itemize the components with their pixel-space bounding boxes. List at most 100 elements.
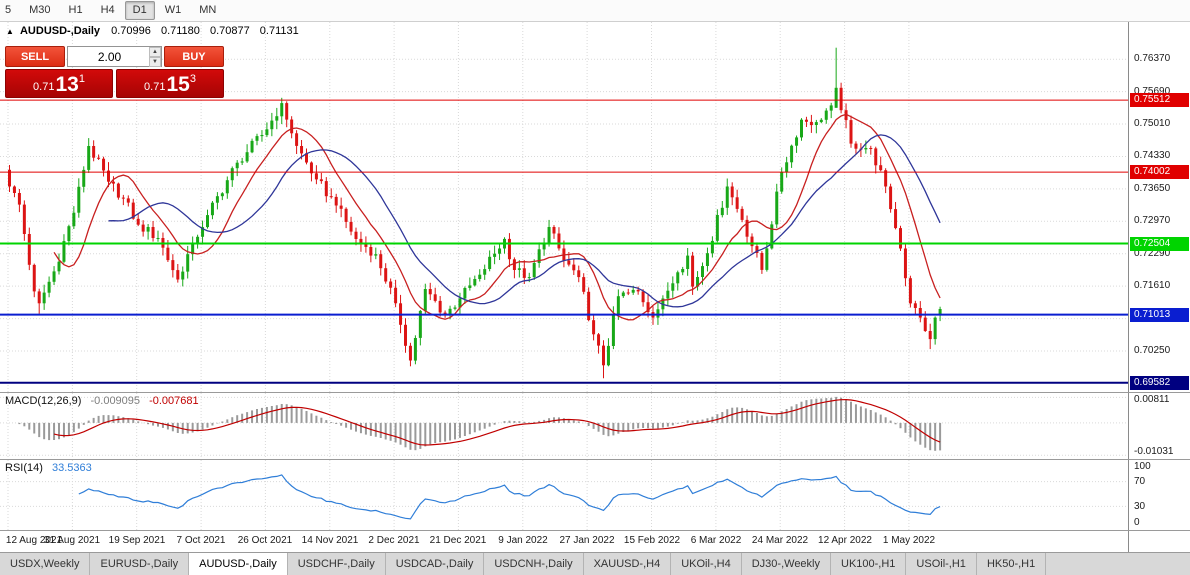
price-tick: 0.71610 xyxy=(1134,280,1171,291)
macd-label: MACD(12,26,9) xyxy=(5,395,82,407)
date-tick: 12 Apr 2022 xyxy=(818,535,872,546)
chart-tab[interactable]: UKOil-,H4 xyxy=(671,553,742,575)
timeframe-button-H4[interactable]: H4 xyxy=(100,4,115,16)
rsi-axis-tick: 30 xyxy=(1134,501,1146,512)
ask-price-pipette: 3 xyxy=(189,73,196,85)
timeframe-button-W1[interactable]: W1 xyxy=(164,4,182,16)
date-tick: 21 Dec 2021 xyxy=(429,535,487,546)
chart-tab[interactable]: USDX,Weekly xyxy=(0,553,91,575)
rsi-value: 33.5363 xyxy=(51,462,92,474)
pane-splitter[interactable] xyxy=(0,459,1190,460)
date-tick: 9 Jan 2022 xyxy=(498,535,548,546)
macd-signal-value: -0.007681 xyxy=(149,395,199,407)
timeframe-buttons: 5 M30 H1 H4 D1 W1 MN xyxy=(1,1,224,20)
volume-field[interactable]: ▲ ▼ xyxy=(67,46,162,67)
price-tick: 0.73650 xyxy=(1134,183,1171,194)
macd-axis-tick: 0.00811 xyxy=(1134,394,1170,405)
one-click-trading-panel: SELL ▲ ▼ BUY 0.71 13 1 xyxy=(5,46,224,98)
chart-title: ▲ AUDUSD-,Daily 0.70996 0.71180 0.70877 … xyxy=(6,25,306,37)
time-axis-pane: 12 Aug 2021 31 Aug 2021 19 Sep 2021 7 Oct 2… xyxy=(0,531,1190,552)
rsi-plot[interactable]: RSI(14) 33.5363 xyxy=(0,460,1129,530)
date-tick: 14 Nov 2021 xyxy=(301,535,359,546)
rsi-axis-tick: 0 xyxy=(1134,517,1140,528)
macd-axis-tick: -0.01031 xyxy=(1134,446,1174,457)
date-tick: 6 Mar 2022 xyxy=(690,535,742,546)
chart-symbol-label: AUDUSD-,Daily xyxy=(19,25,101,37)
date-tick: 27 Jan 2022 xyxy=(559,535,615,546)
rsi-chart xyxy=(0,460,1128,530)
rsi-label: RSI(14) xyxy=(5,462,43,474)
ask-price-prefix: 0.71 xyxy=(144,81,166,93)
price-chart-plot[interactable]: ▲ AUDUSD-,Daily 0.70996 0.71180 0.70877 … xyxy=(0,22,1129,392)
chart-tab[interactable]: XAUUSD-,H4 xyxy=(584,553,672,575)
rsi-axis-tick: 100 xyxy=(1134,461,1151,472)
chart-tab[interactable]: EURUSD-,Daily xyxy=(90,553,190,575)
bid-price-box[interactable]: 0.71 13 1 xyxy=(5,69,113,98)
date-tick: 15 Feb 2022 xyxy=(623,535,681,546)
volume-increase-button[interactable]: ▲ xyxy=(149,47,161,57)
bid-price-big-digits: 13 xyxy=(55,73,79,96)
price-level-badge: 0.75512 xyxy=(1130,93,1189,107)
price-tick: 0.75690 xyxy=(1134,86,1171,97)
macd-main-value: -0.009095 xyxy=(90,395,141,407)
chart-tab[interactable]: USDCNH-,Daily xyxy=(484,553,584,575)
buy-button[interactable]: BUY xyxy=(164,46,224,67)
price-tick: 0.70250 xyxy=(1134,345,1171,356)
pane-splitter[interactable] xyxy=(0,530,1190,531)
rsi-axis-tick: 70 xyxy=(1134,476,1146,487)
date-tick: 2 Dec 2021 xyxy=(368,535,420,546)
timeframe-button-MN[interactable]: MN xyxy=(199,4,217,16)
ohlc-open: 0.70996 xyxy=(111,25,151,37)
ask-price-box[interactable]: 0.71 15 3 xyxy=(116,69,224,98)
price-tick: 0.75010 xyxy=(1134,118,1171,129)
date-tick: 7 Oct 2021 xyxy=(176,535,226,546)
date-tick: 31 Aug 2021 xyxy=(43,535,101,546)
price-tick: 0.74330 xyxy=(1134,150,1171,161)
price-level-badge: 0.71013 xyxy=(1130,308,1189,322)
date-tick: 24 Mar 2022 xyxy=(751,535,809,546)
macd-plot[interactable]: MACD(12,26,9) -0.009095 -0.007681 xyxy=(0,393,1129,459)
timeframe-button-M30[interactable]: M30 xyxy=(29,4,51,16)
price-chart-pane: ▲ AUDUSD-,Daily 0.70996 0.71180 0.70877 … xyxy=(0,22,1190,392)
price-level-badge: 0.74002 xyxy=(1130,165,1189,179)
timeframe-button-H1[interactable]: H1 xyxy=(68,4,83,16)
macd-axis: 0.00811 -0.01031 xyxy=(1129,393,1190,459)
price-level-badge: 0.69582 xyxy=(1130,376,1189,390)
chart-tab[interactable]: AUDUSD-,Daily xyxy=(189,553,288,575)
price-tick: 0.76370 xyxy=(1134,53,1171,64)
timeframe-button-D1[interactable]: D1 xyxy=(124,1,155,20)
price-tick: 0.72290 xyxy=(1134,248,1171,259)
price-axis: 0.76370 0.75690 0.75010 0.74330 0.73650 0.729… xyxy=(1129,22,1190,392)
timeframe-button-5[interactable]: 5 xyxy=(5,4,12,16)
price-tick: 0.72970 xyxy=(1134,215,1171,226)
timeframe-toolbar: 5 M30 H1 H4 D1 W1 MN xyxy=(0,0,1190,22)
ohlc-close: 0.71131 xyxy=(259,25,299,37)
date-tick: 26 Oct 2021 xyxy=(237,535,293,546)
chart-tab-bar: USDX,Weekly EURUSD-,Daily AUDUSD-,Daily USD… xyxy=(0,552,1190,575)
ohlc-low: 0.70877 xyxy=(209,25,250,37)
date-tick: 19 Sep 2021 xyxy=(108,535,166,546)
volume-input[interactable] xyxy=(68,47,161,66)
pane-splitter[interactable] xyxy=(0,392,1190,393)
time-axis[interactable]: 12 Aug 2021 31 Aug 2021 19 Sep 2021 7 Oct 2… xyxy=(0,531,1129,552)
chart-tab[interactable]: USOil-,H1 xyxy=(906,553,977,575)
macd-chart xyxy=(0,393,1128,459)
sell-button[interactable]: SELL xyxy=(5,46,65,67)
chart-tab[interactable]: USDCHF-,Daily xyxy=(288,553,386,575)
rsi-axis: 100 70 30 0 xyxy=(1129,460,1190,530)
rsi-header: RSI(14) 33.5363 xyxy=(5,462,98,474)
ask-price-big-digits: 15 xyxy=(166,73,190,96)
chart-tab[interactable]: UK100-,H1 xyxy=(831,553,907,575)
chart-tab[interactable]: HK50-,H1 xyxy=(977,553,1047,575)
volume-decrease-button[interactable]: ▼ xyxy=(149,57,161,67)
symbol-marker-icon: ▲ xyxy=(6,27,14,36)
axis-corner xyxy=(1129,531,1190,552)
date-tick: 1 May 2022 xyxy=(882,535,936,546)
date-tick: 12 Aug 2021 xyxy=(5,535,63,546)
macd-pane: MACD(12,26,9) -0.009095 -0.007681 0.0081… xyxy=(0,393,1190,459)
price-level-badge: 0.72504 xyxy=(1130,237,1189,251)
chart-tab[interactable]: USDCAD-,Daily xyxy=(386,553,485,575)
rsi-pane: RSI(14) 33.5363 100 70 30 0 xyxy=(0,460,1190,530)
chart-tab[interactable]: DJ30-,Weekly xyxy=(742,553,831,575)
